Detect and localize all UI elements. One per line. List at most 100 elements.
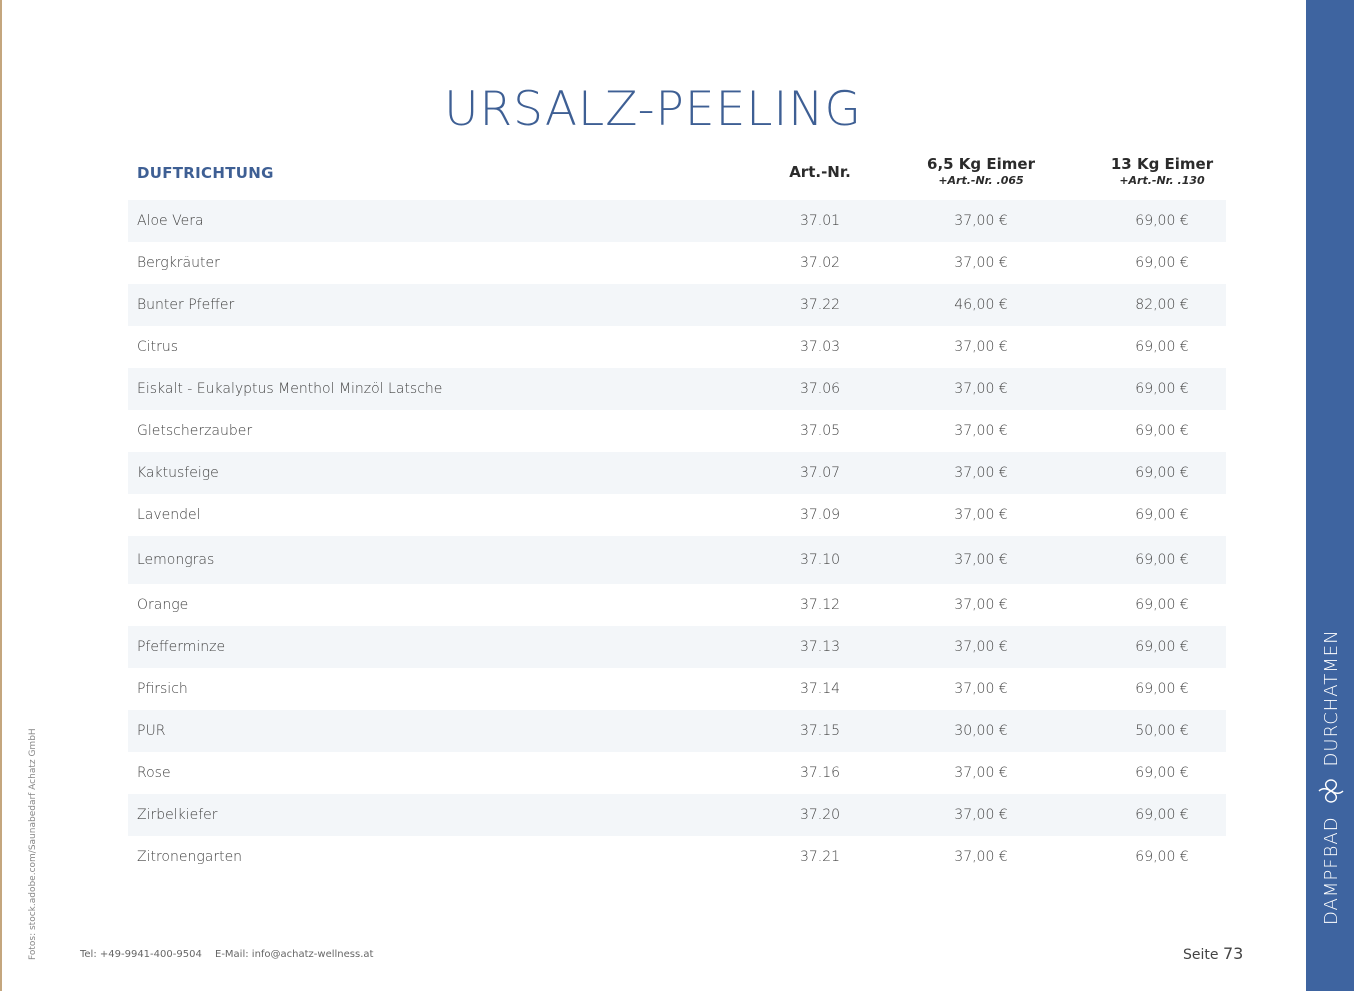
table-body: Aloe Vera 37.01 37,00 € 69,00 € Bergkräuter… — [128, 200, 1226, 878]
cell-scent: PUR — [137, 723, 166, 739]
footer-contact: Tel: +49-9941-400-9504 E-Mail: info@acha… — [80, 949, 383, 960]
cell-price-6-5kg: 37,00 € — [954, 639, 1008, 655]
cell-scent: Eiskalt - Eukalyptus Menthol Minzöl Lats… — [137, 381, 443, 397]
cell-price-6-5kg: 46,00 € — [954, 297, 1008, 313]
table-row: Citrus 37.03 37,00 € 69,00 € — [128, 326, 1226, 368]
footer-email: E-Mail: info@achatz-wellness.at — [215, 949, 374, 960]
table-row: Zirbelkiefer 37.20 37,00 € 69,00 € — [128, 794, 1226, 836]
section-label: DAMPFBAD DURCHATMEN — [1318, 629, 1344, 925]
cell-price-13kg: 69,00 € — [1135, 681, 1189, 697]
table-row: Gletscherzauber 37.05 37,00 € 69,00 € — [128, 410, 1226, 452]
cell-scent: Aloe Vera — [137, 213, 204, 229]
cell-scent: Zitronengarten — [137, 849, 243, 865]
cell-article: 37.14 — [799, 681, 841, 697]
cell-article: 37.21 — [799, 849, 841, 865]
cell-article: 37.15 — [799, 723, 841, 739]
cell-article: 37.16 — [799, 765, 841, 781]
cell-price-13kg: 69,00 € — [1135, 465, 1189, 481]
cell-article: 37.20 — [799, 807, 841, 823]
cell-price-6-5kg: 37,00 € — [954, 552, 1008, 568]
cell-price-13kg: 69,00 € — [1135, 507, 1189, 523]
cell-price-13kg: 69,00 € — [1135, 213, 1189, 229]
cell-price-6-5kg: 37,00 € — [954, 213, 1008, 229]
photo-credit: Fotos: stock.adobe.com/Saunabedarf Achat… — [28, 728, 38, 960]
cell-price-13kg: 82,00 € — [1135, 297, 1189, 313]
cell-scent: Gletscherzauber — [137, 423, 253, 439]
cell-article: 37.13 — [799, 639, 841, 655]
cell-price-13kg: 69,00 € — [1135, 849, 1189, 865]
page-edge — [0, 0, 2, 991]
page-title: URSALZ-PEELING — [444, 82, 862, 137]
cell-price-13kg: 69,00 € — [1135, 255, 1189, 271]
cell-price-6-5kg: 37,00 € — [954, 423, 1008, 439]
cell-price-13kg: 50,00 € — [1135, 723, 1189, 739]
cell-article: 37.06 — [799, 381, 841, 397]
cell-article: 37.05 — [799, 423, 841, 439]
cell-price-13kg: 69,00 € — [1135, 552, 1189, 568]
cell-price-6-5kg: 37,00 € — [954, 381, 1008, 397]
header-scent: DUFTRICHTUNG — [137, 164, 274, 182]
page-number: Seite 73 — [1183, 944, 1243, 963]
table-row: Lavendel 37.09 37,00 € 69,00 € — [128, 494, 1226, 536]
cell-article: 37.10 — [799, 552, 841, 568]
footer-phone: Tel: +49-9941-400-9504 — [80, 949, 202, 960]
cell-article: 37.01 — [799, 213, 841, 229]
table-row: Kaktusfeige 37.07 37,00 € 69,00 € — [128, 452, 1226, 494]
cell-price-13kg: 69,00 € — [1135, 765, 1189, 781]
table-row: Bergkräuter 37.02 37,00 € 69,00 € — [128, 242, 1226, 284]
cell-price-6-5kg: 37,00 € — [954, 681, 1008, 697]
cell-scent: Lavendel — [137, 507, 201, 523]
header-price-6-5kg-suffix: +Art.-Nr. .065 — [938, 174, 1024, 187]
cell-scent: Zirbelkiefer — [137, 807, 218, 823]
cell-article: 37.07 — [799, 465, 841, 481]
table-row: Lemongras 37.10 37,00 € 69,00 € — [128, 536, 1226, 584]
cell-price-13kg: 69,00 € — [1135, 339, 1189, 355]
page-number-value: 73 — [1222, 944, 1244, 963]
header-price-6-5kg-title: 6,5 Kg Eimer — [927, 155, 1035, 173]
cell-scent: Citrus — [137, 339, 179, 355]
cell-price-13kg: 69,00 € — [1135, 807, 1189, 823]
cell-price-6-5kg: 37,00 € — [954, 807, 1008, 823]
table-row: Orange 37.12 37,00 € 69,00 € — [128, 584, 1226, 626]
table-row: Pfirsich 37.14 37,00 € 69,00 € — [128, 668, 1226, 710]
table-row: Zitronengarten 37.21 37,00 € 69,00 € — [128, 836, 1226, 878]
cell-article: 37.03 — [799, 339, 841, 355]
cell-price-6-5kg: 37,00 € — [954, 597, 1008, 613]
table-row: Bunter Pfeffer 37.22 46,00 € 82,00 € — [128, 284, 1226, 326]
cell-price-6-5kg: 37,00 € — [954, 255, 1008, 271]
cell-scent: Lemongras — [137, 552, 215, 568]
cell-scent: Orange — [137, 597, 189, 613]
cell-price-6-5kg: 37,00 € — [954, 465, 1008, 481]
section-sidebar — [1306, 0, 1354, 991]
cell-price-6-5kg: 37,00 € — [954, 507, 1008, 523]
cell-scent: Bunter Pfeffer — [137, 297, 235, 313]
table-row: Aloe Vera 37.01 37,00 € 69,00 € — [128, 200, 1226, 242]
section-word-dampfbad: DAMPFBAD — [1320, 816, 1342, 925]
cell-price-6-5kg: 37,00 € — [954, 339, 1008, 355]
cell-price-13kg: 69,00 € — [1135, 597, 1189, 613]
cell-scent: Kaktusfeige — [137, 465, 219, 481]
cell-scent: Rose — [137, 765, 171, 781]
header-price-13kg-suffix: +Art.-Nr. .130 — [1119, 174, 1205, 187]
section-word-durchatmen: DURCHATMEN — [1320, 629, 1342, 767]
leaf-ornament-icon — [1318, 778, 1344, 804]
cell-price-6-5kg: 37,00 € — [954, 849, 1008, 865]
cell-scent: Bergkräuter — [137, 255, 220, 271]
cell-scent: Pfirsich — [137, 681, 188, 697]
cell-price-13kg: 69,00 € — [1135, 423, 1189, 439]
table-header: DUFTRICHTUNG Art.-Nr. 6,5 Kg Eimer +Art.… — [128, 150, 1226, 200]
price-table: DUFTRICHTUNG Art.-Nr. 6,5 Kg Eimer +Art.… — [128, 150, 1226, 865]
cell-price-13kg: 69,00 € — [1135, 381, 1189, 397]
table-row: Pfefferminze 37.13 37,00 € 69,00 € — [128, 626, 1226, 668]
header-price-13kg: 13 Kg Eimer +Art.-Nr. .130 — [1072, 155, 1252, 187]
cell-article: 37.09 — [799, 507, 841, 523]
cell-scent: Pfefferminze — [137, 639, 226, 655]
table-row: PUR 37.15 30,00 € 50,00 € — [128, 710, 1226, 752]
table-row: Rose 37.16 37,00 € 69,00 € — [128, 752, 1226, 794]
cell-price-13kg: 69,00 € — [1135, 639, 1189, 655]
header-article-number: Art.-Nr. — [789, 163, 851, 181]
page-label: Seite — [1183, 947, 1219, 963]
cell-price-6-5kg: 37,00 € — [954, 765, 1008, 781]
cell-article: 37.02 — [799, 255, 841, 271]
header-price-6-5kg: 6,5 Kg Eimer +Art.-Nr. .065 — [891, 155, 1071, 187]
